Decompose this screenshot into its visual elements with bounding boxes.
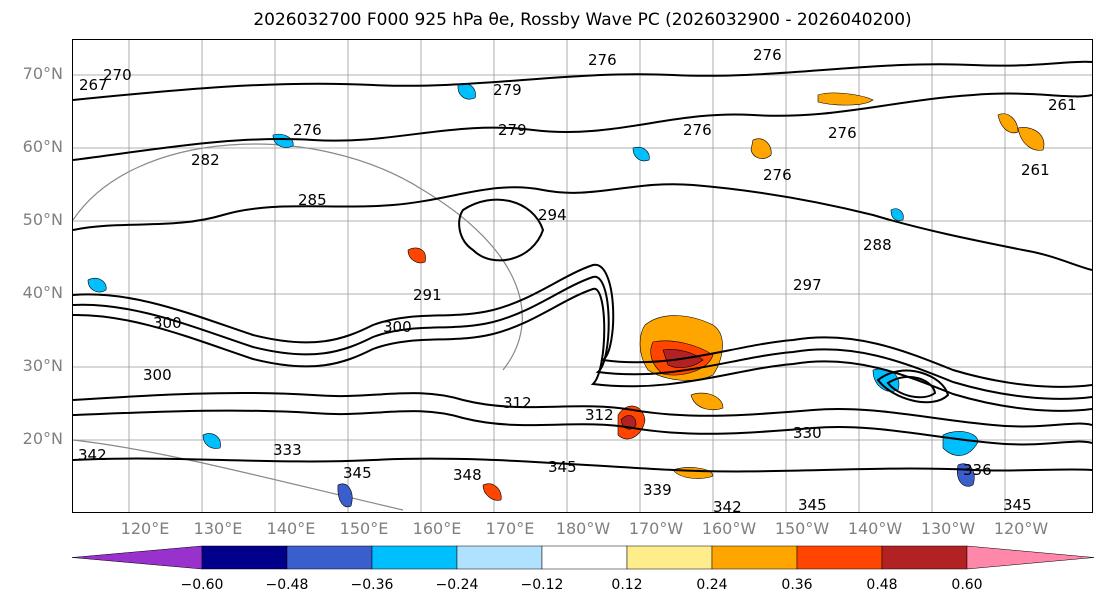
lon-label-130e: 130°E <box>193 519 243 538</box>
lon-label-160e: 160°E <box>412 519 462 538</box>
colorbar-tick-label: 0.36 <box>781 577 813 593</box>
colorbar-svg <box>71 545 1095 570</box>
colorbar-segment <box>541 545 628 570</box>
colorbar-segment <box>711 545 798 570</box>
colorbar-segment <box>456 545 543 570</box>
contour-label: 342 <box>713 498 742 512</box>
contour-label: 270 <box>103 66 132 84</box>
contour-label: 345 <box>548 458 577 476</box>
contour-label: 330 <box>793 424 822 442</box>
contour-label: 285 <box>298 191 327 209</box>
contour-label: 312 <box>585 406 614 424</box>
contour-label: 261 <box>1048 96 1077 114</box>
map-canvas: 267 270 276 276 276 279 279 276 276 276 … <box>73 40 1092 512</box>
colorbar-segment <box>966 545 1095 570</box>
contour-label: 300 <box>383 318 412 336</box>
map-panel: 267 270 276 276 276 279 279 276 276 276 … <box>72 39 1093 513</box>
figure-title: 2026032700 F000 925 hPa θe, Rossby Wave … <box>253 10 912 30</box>
contour-label: 336 <box>963 461 992 479</box>
lon-label-170e: 170°E <box>485 519 535 538</box>
colorbar-segment <box>371 545 458 570</box>
colorbar <box>71 545 1095 574</box>
anomaly-fills <box>87 83 1045 508</box>
contour-label-group: 267 270 276 276 276 279 279 276 276 276 … <box>78 46 1077 512</box>
contour-label: 288 <box>863 236 892 254</box>
contour-label: 276 <box>828 124 857 142</box>
colorbar-tick-label: −0.60 <box>180 577 224 593</box>
lon-label-150e: 150°E <box>339 519 389 538</box>
lat-label-30n: 30°N <box>22 356 63 375</box>
contour-label: 333 <box>273 441 302 459</box>
theta-e-contours <box>73 60 1092 473</box>
contour-label: 300 <box>143 366 172 384</box>
lon-label-160w: 160°W <box>701 519 757 538</box>
lon-label-120w: 120°W <box>993 519 1049 538</box>
contour-label: 261 <box>1021 161 1050 179</box>
lat-label-60n: 60°N <box>22 137 63 156</box>
contour-label: 345 <box>798 496 827 512</box>
colorbar-segment <box>201 545 288 570</box>
contour-label: 345 <box>343 464 372 482</box>
lat-label-70n: 70°N <box>22 64 63 83</box>
contour-label: 276 <box>293 121 322 139</box>
contour-label: 291 <box>413 286 442 304</box>
contour-label: 345 <box>1003 496 1032 512</box>
colorbar-tick-label: 0.60 <box>951 577 983 593</box>
lat-label-20n: 20°N <box>22 429 63 448</box>
contour-label: 276 <box>753 46 782 64</box>
lon-label-140w: 140°W <box>847 519 903 538</box>
contour-label: 342 <box>78 446 107 464</box>
contour-label: 276 <box>763 166 792 184</box>
contour-label: 297 <box>793 276 822 294</box>
colorbar-tick-label: −0.48 <box>265 577 309 593</box>
colorbar-segment <box>286 545 373 570</box>
contour-label: 279 <box>498 121 527 139</box>
lon-label-140e: 140°E <box>266 519 316 538</box>
lat-label-40n: 40°N <box>22 283 63 302</box>
contour-label: 294 <box>538 206 567 224</box>
colorbar-tick-label: 0.24 <box>696 577 728 593</box>
contour-label: 276 <box>683 121 712 139</box>
graticule <box>73 40 1092 512</box>
colorbar-tick-label: 0.48 <box>866 577 898 593</box>
lon-label-120e: 120°E <box>120 519 170 538</box>
lon-label-130w: 130°W <box>920 519 976 538</box>
colorbar-segment <box>881 545 968 570</box>
colorbar-tick-label: 0.12 <box>611 577 643 593</box>
contour-label: 348 <box>453 466 482 484</box>
gray-arcs <box>73 143 523 511</box>
contour-label: 279 <box>493 81 522 99</box>
contour-label: 339 <box>643 481 672 499</box>
contour-label: 300 <box>153 314 182 332</box>
lon-label-180w: 180°W <box>555 519 611 538</box>
colorbar-segment <box>796 545 883 570</box>
lon-label-150w: 150°W <box>774 519 830 538</box>
colorbar-tick-label: −0.12 <box>520 577 564 593</box>
colorbar-tick-label: −0.36 <box>350 577 394 593</box>
lon-label-170w: 170°W <box>628 519 684 538</box>
colorbar-segment <box>626 545 713 570</box>
contour-label: 276 <box>588 51 617 69</box>
contour-label: 267 <box>79 76 108 94</box>
lat-label-50n: 50°N <box>22 210 63 229</box>
contour-label: 312 <box>503 394 532 412</box>
colorbar-tick-label: −0.24 <box>435 577 479 593</box>
colorbar-segment <box>71 545 203 570</box>
contour-label: 282 <box>191 151 220 169</box>
